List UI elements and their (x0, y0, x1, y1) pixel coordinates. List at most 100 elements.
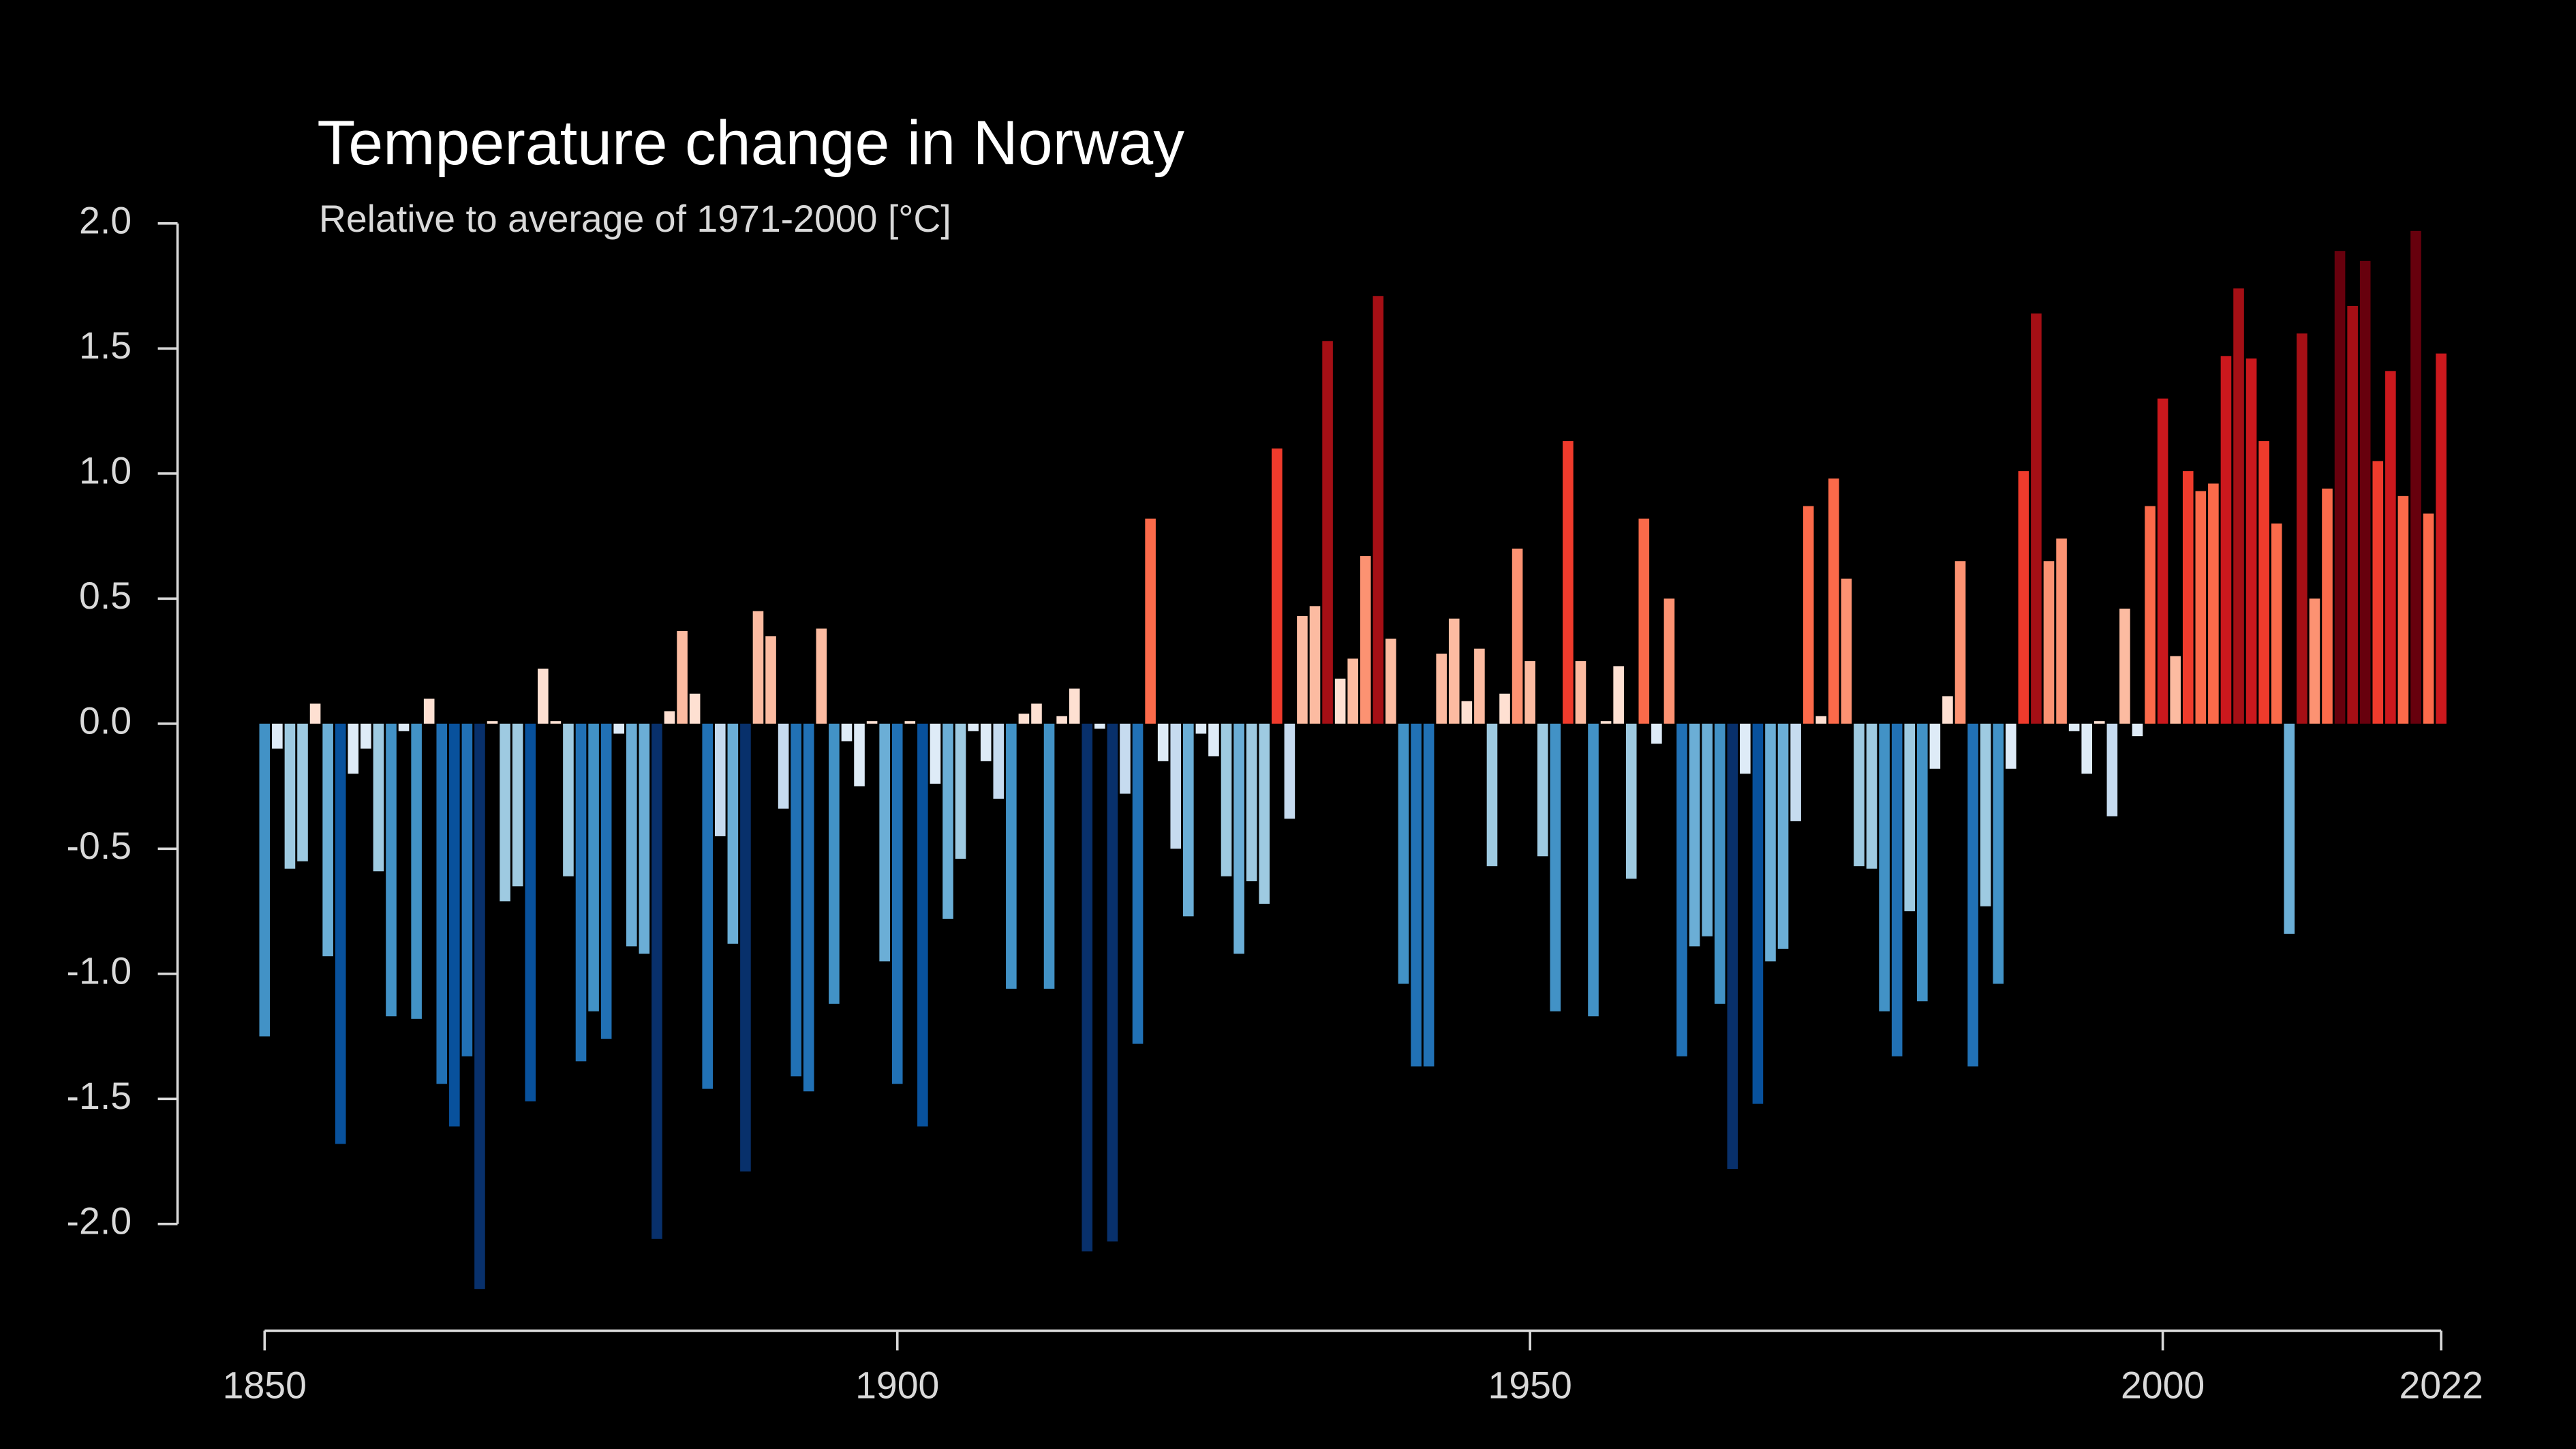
bar (930, 723, 941, 784)
bar (588, 723, 599, 1011)
bar (1183, 723, 1194, 917)
bar (2132, 723, 2143, 737)
bar (752, 611, 764, 724)
bar (1373, 296, 1384, 724)
bar (2106, 723, 2118, 817)
bar (2068, 723, 2080, 731)
bar (1980, 723, 1991, 906)
bar (2423, 513, 2434, 724)
bar (1993, 723, 2004, 984)
bar (386, 723, 397, 1017)
bar (1765, 723, 1776, 962)
x-tick-label: 1900 (855, 1364, 939, 1406)
bar (740, 723, 751, 1172)
y-tick-label: 0.0 (79, 699, 132, 742)
bar (1841, 578, 1852, 724)
bar (2284, 723, 2295, 934)
bar (727, 723, 739, 944)
bar (1638, 518, 1650, 724)
bar (1854, 723, 1865, 866)
bar (1322, 341, 1333, 724)
y-tick-label: -1.0 (67, 949, 132, 992)
bar (1815, 716, 1827, 724)
bar (309, 703, 321, 724)
bar (1246, 723, 1257, 881)
bar (2220, 356, 2232, 724)
bar (2094, 721, 2105, 724)
bar (993, 723, 1005, 799)
bar (1043, 723, 1055, 989)
bar (1082, 723, 1093, 1252)
bar (600, 723, 612, 1039)
bar (436, 723, 448, 1084)
bar (1398, 723, 1409, 984)
bar (550, 721, 562, 724)
bar (322, 723, 333, 957)
bar (1524, 661, 1535, 724)
bar (714, 723, 726, 836)
bar (2410, 230, 2421, 724)
bar (335, 723, 346, 1144)
y-tick-label: 1.5 (79, 324, 132, 367)
y-tick-label: -1.5 (67, 1075, 132, 1117)
bar (2081, 723, 2092, 774)
bar (2372, 461, 2384, 724)
chart-subtitle: Relative to average of 1971-2000 [°C] (319, 198, 951, 240)
bar (398, 723, 410, 731)
bar (1411, 723, 1422, 1067)
bar (879, 723, 890, 962)
bar (1474, 648, 1485, 724)
bar (626, 723, 637, 947)
bar (1031, 703, 1042, 724)
bar (664, 711, 675, 724)
bar (348, 723, 359, 774)
bar (1676, 723, 1687, 1056)
bar (1702, 723, 1713, 936)
bar (765, 636, 776, 724)
bar (677, 631, 688, 724)
bar (980, 723, 992, 761)
bar (1056, 716, 1067, 724)
bar (866, 721, 878, 724)
bar (2297, 333, 2307, 724)
bar (423, 699, 435, 724)
bar (1929, 723, 1941, 769)
bar (854, 723, 865, 787)
bar (1917, 723, 1928, 1002)
y-tick-label: 1.0 (79, 449, 132, 491)
bar (791, 723, 801, 1077)
bar (2195, 491, 2207, 724)
bar (1120, 723, 1131, 794)
bar (1613, 666, 1624, 724)
x-tick-label: 1950 (1488, 1364, 1572, 1406)
bar (702, 723, 714, 1089)
bar (411, 723, 422, 1019)
bar (651, 723, 662, 1239)
bar (2322, 488, 2333, 724)
bar (1625, 723, 1637, 879)
bar (2334, 251, 2346, 724)
bar (1436, 654, 1447, 724)
bar (2056, 538, 2067, 724)
bar (449, 723, 460, 1127)
bar (1094, 723, 1105, 729)
bar (2031, 313, 2042, 724)
bar (2157, 398, 2168, 724)
bar (512, 723, 523, 887)
bar (1727, 723, 1738, 1170)
bar (1954, 561, 1966, 724)
bar (1448, 618, 1460, 724)
bar (2182, 471, 2194, 724)
bar (2309, 598, 2320, 724)
bar (1297, 615, 1308, 724)
bar (373, 723, 384, 872)
bar (1069, 688, 1080, 724)
bar (1208, 723, 1219, 757)
bar (1272, 448, 1283, 724)
y-tick-label: 0.5 (79, 575, 132, 617)
bar (2018, 471, 2029, 724)
x-tick-label: 1850 (223, 1364, 307, 1406)
bar (2347, 305, 2358, 724)
bar (284, 723, 296, 869)
